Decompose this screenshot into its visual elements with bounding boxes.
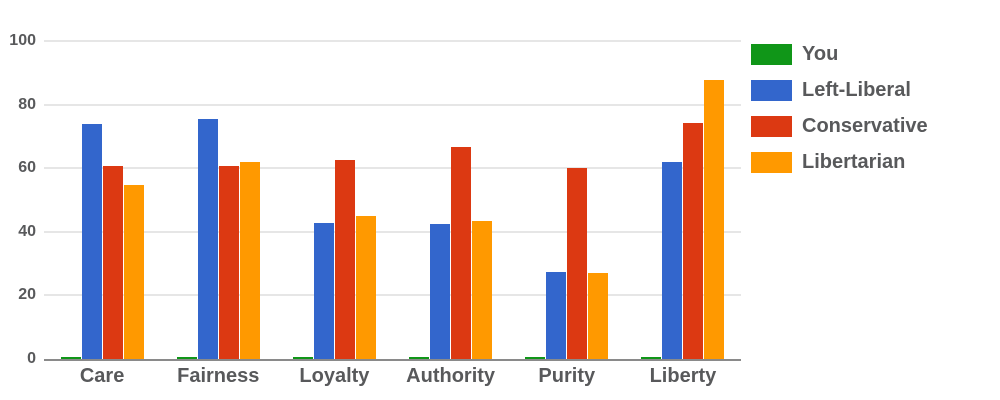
gridline-20	[44, 294, 741, 297]
legend-label-conservative: Conservative	[802, 115, 928, 137]
x-tick-label-loyalty: Loyalty	[299, 365, 370, 387]
bar-you-fairness[interactable]	[176, 357, 197, 359]
bar-group-fairness	[160, 41, 276, 359]
x-tick-label-purity: Purity	[538, 365, 596, 387]
bar-group-liberty	[625, 41, 741, 359]
bar-you-liberty[interactable]	[641, 357, 662, 359]
y-tick-label-20: 20	[18, 286, 36, 304]
bar-conservative-fairness[interactable]	[218, 165, 239, 359]
bar-libertarian-loyalty[interactable]	[355, 215, 376, 359]
bar-you-care[interactable]	[60, 357, 81, 359]
bar-left-liberal-authority[interactable]	[430, 224, 451, 359]
y-tick-label-0: 0	[27, 350, 36, 367]
bar-conservative-authority[interactable]	[451, 147, 472, 359]
y-tick-label-100: 100	[9, 32, 36, 49]
legend-item-left-liberal[interactable]: Left-Liberal	[751, 79, 928, 102]
x-tick-label-fairness: Fairness	[177, 365, 260, 387]
y-tick-label-40: 40	[18, 222, 36, 240]
y-tick-label-60: 60	[18, 159, 36, 177]
x-tick-label-care: Care	[79, 365, 125, 387]
bar-group-loyalty	[276, 41, 392, 359]
bar-left-liberal-fairness[interactable]	[197, 119, 218, 359]
bar-left-liberal-purity[interactable]	[546, 271, 567, 359]
gridline-60	[44, 167, 741, 170]
bar-you-authority[interactable]	[409, 357, 430, 359]
legend-swatch-libertarian	[751, 152, 792, 173]
bar-conservative-liberty[interactable]	[683, 123, 704, 359]
bar-libertarian-purity[interactable]	[588, 273, 609, 359]
bar-libertarian-fairness[interactable]	[239, 162, 260, 359]
bar-left-liberal-care[interactable]	[81, 124, 102, 359]
bar-you-loyalty[interactable]	[292, 357, 313, 359]
bar-libertarian-liberty[interactable]	[704, 80, 725, 359]
legend-item-you[interactable]: You	[751, 43, 928, 66]
legend-label-left-liberal: Left-Liberal	[802, 79, 911, 101]
legend-swatch-left-liberal	[751, 80, 792, 101]
legend-item-libertarian[interactable]: Libertarian	[751, 151, 928, 174]
x-tick-label-authority: Authority	[406, 365, 496, 387]
legend-swatch-you	[751, 44, 792, 65]
gridline-100	[44, 40, 741, 42]
x-axis: Care Fairness Loyalty Authority Purity Libert…	[44, 363, 741, 389]
legend-swatch-conservative	[751, 116, 792, 137]
x-tick-label-liberty: Liberty	[649, 365, 717, 387]
bar-conservative-purity[interactable]	[567, 168, 588, 359]
bar-group-care	[44, 41, 160, 359]
bar-group-authority	[393, 41, 509, 359]
gridline-40	[44, 230, 741, 233]
bar-libertarian-authority[interactable]	[472, 221, 493, 359]
bar-conservative-loyalty[interactable]	[334, 160, 355, 359]
legend: You Left-Liberal Conservative Libertarian	[751, 43, 928, 187]
bar-group-purity	[509, 41, 625, 359]
y-axis: 0 20 40 60 80 100	[0, 33, 36, 367]
plot-area	[44, 40, 741, 361]
bar-you-purity[interactable]	[525, 357, 546, 359]
legend-label-libertarian: Libertarian	[802, 151, 906, 173]
bar-left-liberal-liberty[interactable]	[662, 162, 683, 359]
bar-groups	[44, 41, 741, 359]
bar-libertarian-care[interactable]	[123, 184, 144, 359]
legend-label-you: You	[802, 43, 839, 65]
bar-conservative-care[interactable]	[102, 166, 123, 359]
legend-item-conservative[interactable]: Conservative	[751, 115, 928, 138]
gridline-80	[44, 103, 741, 106]
bar-left-liberal-loyalty[interactable]	[313, 222, 334, 359]
y-tick-label-80: 80	[18, 95, 36, 113]
